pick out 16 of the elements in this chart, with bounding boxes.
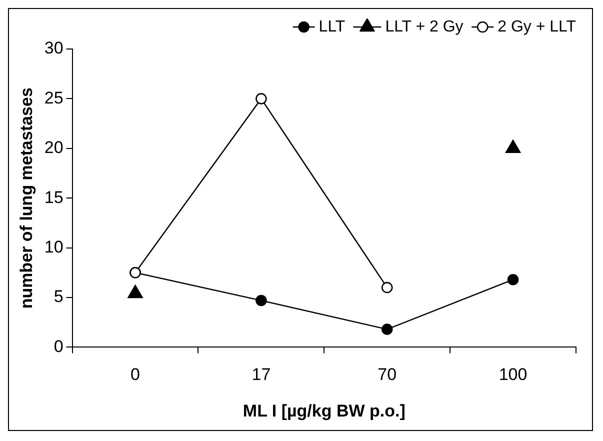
legend-label: 2 Gy + LLT (498, 18, 576, 36)
y-tick-label: 5 (54, 287, 64, 306)
y-tick-label: 15 (44, 188, 64, 207)
y-axis-title: number of lung metastases (16, 88, 36, 309)
x-tick-label: 0 (130, 365, 140, 384)
y-tick-label: 0 (54, 336, 64, 356)
y-tick-label: 30 (44, 38, 64, 58)
y-tick-label: 20 (44, 138, 64, 158)
x-tick-label: 100 (498, 365, 528, 384)
y-tick-label: 25 (44, 88, 64, 108)
x-tick-label: 70 (378, 365, 397, 384)
x-axis-title: ML I [µg/kg BW p.o.] (242, 401, 406, 420)
y-tick-label: 10 (44, 237, 64, 256)
legend-label: LLT + 2 Gy (385, 18, 464, 36)
x-tick-label: 17 (252, 365, 271, 384)
legend-label: LLT (318, 18, 346, 36)
